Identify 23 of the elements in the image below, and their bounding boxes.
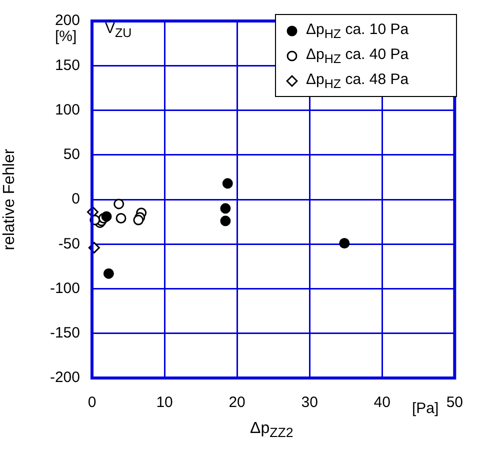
y-tick-label: 150	[54, 56, 80, 74]
y-tick-label: 0	[72, 190, 80, 208]
y-tick-label: -150	[50, 324, 80, 342]
x-tick-label: 0	[88, 394, 96, 412]
x-tick-label: 30	[301, 394, 318, 412]
y-tick-label: 200	[54, 12, 80, 30]
x-tick-label: 20	[228, 394, 246, 412]
legend-label: Δp$_{HZ}$ ca. 10 Pa	[306, 20, 409, 40]
x-tick-label: 50	[446, 394, 463, 412]
y-tick-label: 100	[54, 101, 80, 118]
text: [Pa]	[412, 400, 439, 417]
legend-label: Δp$_{HZ}$ ca. 48 Pa	[306, 70, 409, 90]
x-tick-label: 40	[374, 394, 390, 412]
text: [%]	[55, 28, 77, 45]
y-tick-label: -200	[50, 369, 80, 386]
y-tick-label: -50	[58, 235, 80, 252]
x-axis-title: Δp$_{ZZ2}$	[250, 420, 294, 440]
y-tick-label: -100	[50, 280, 80, 297]
y-tick-label: 50	[63, 146, 80, 164]
annotation: V̇$_{ZU}$	[105, 20, 132, 40]
legend-label: Δp$_{HZ}$ ca. 40 Pa	[306, 46, 409, 66]
y-axis-title: relative Fehler	[1, 148, 18, 250]
x-tick-label: 10	[156, 394, 173, 412]
